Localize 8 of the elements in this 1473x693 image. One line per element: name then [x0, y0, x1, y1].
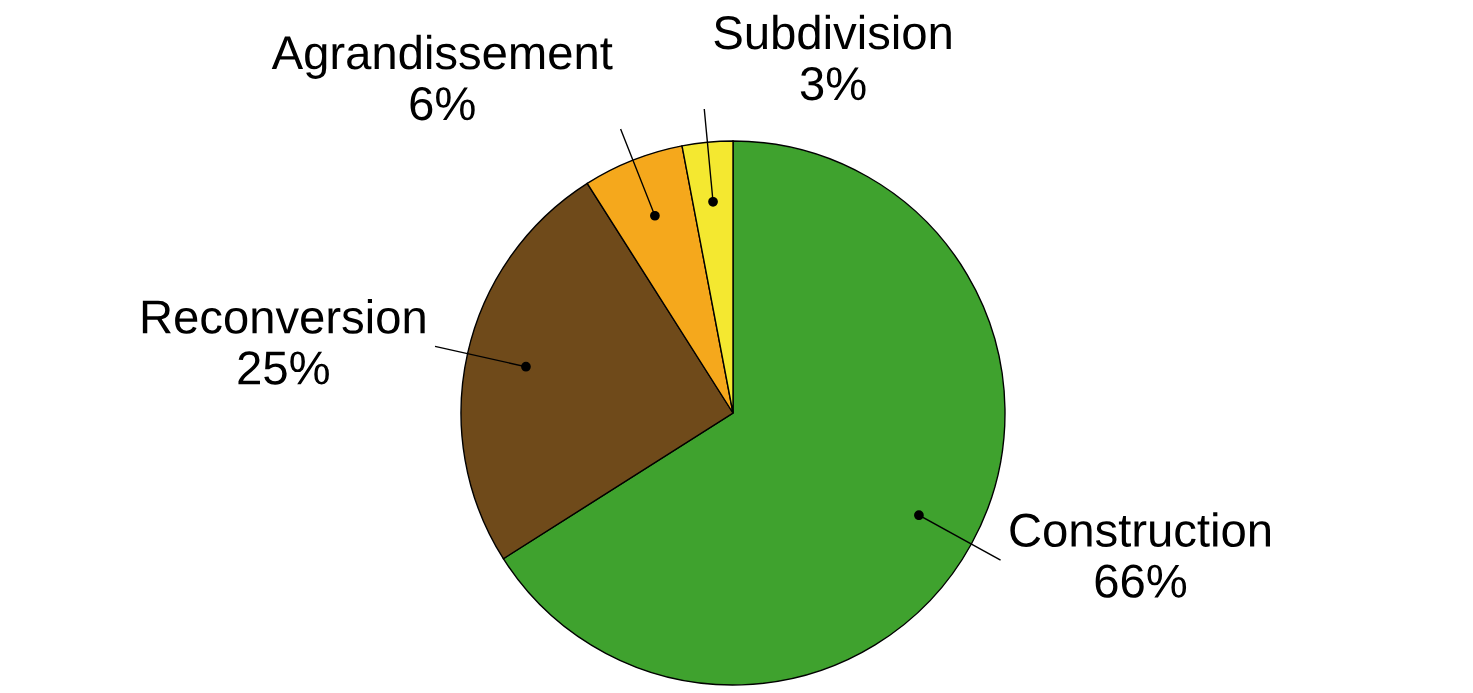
slice-label: Reconversion	[142, 299, 425, 334]
data-label: 66%	[1095, 564, 1187, 598]
data-label: 3%	[800, 66, 866, 101]
data-label: 25%	[238, 351, 329, 385]
slice-label: Construction	[1010, 512, 1270, 548]
data-label: 6%	[410, 86, 475, 121]
slice-label: Subdivision	[714, 14, 951, 50]
slice-label: Agrandissement	[271, 34, 613, 79]
